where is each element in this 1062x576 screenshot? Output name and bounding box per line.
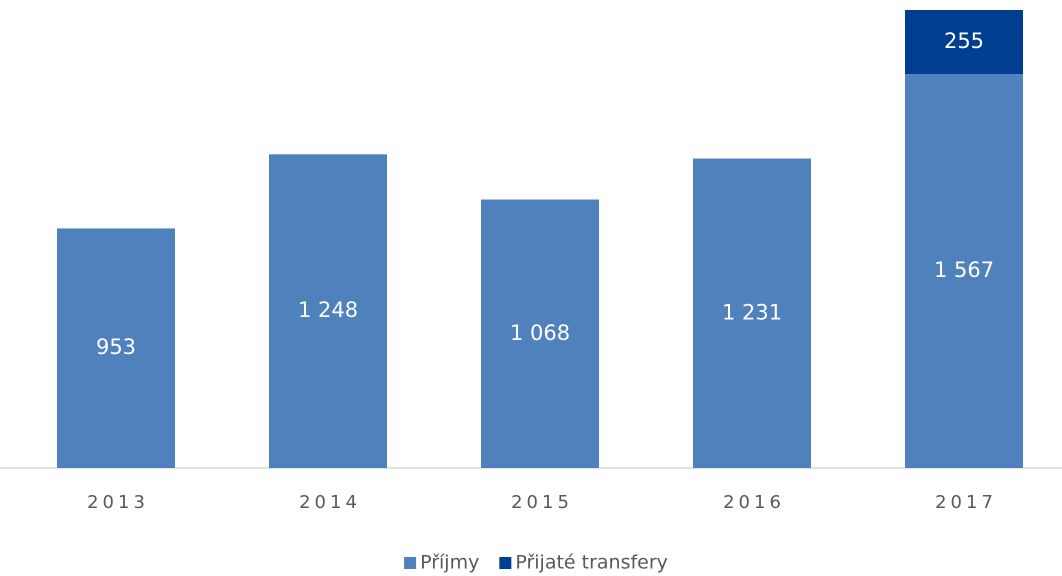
x-tick-label: 2015 (511, 492, 573, 513)
bar (693, 158, 811, 469)
bar (269, 154, 387, 468)
bar (905, 10, 1023, 75)
data-label: 255 (944, 29, 984, 53)
x-tick-label: 2016 (723, 492, 785, 513)
legend-swatch (404, 557, 417, 569)
data-label: 1 567 (934, 258, 994, 282)
x-tick-label: 2013 (87, 492, 149, 513)
legend-label: Příjmy (420, 552, 479, 574)
x-tick-label: 2014 (299, 492, 361, 513)
data-label: 953 (96, 335, 136, 359)
bar (57, 228, 175, 468)
legend-label: Přijaté transfery (515, 552, 668, 574)
data-label: 1 068 (510, 321, 570, 345)
legend-swatch (499, 557, 512, 569)
x-tick-label: 2017 (935, 492, 997, 513)
bar (905, 74, 1023, 469)
bar (481, 199, 599, 468)
data-label: 1 231 (722, 300, 782, 324)
data-label: 1 248 (298, 298, 358, 322)
